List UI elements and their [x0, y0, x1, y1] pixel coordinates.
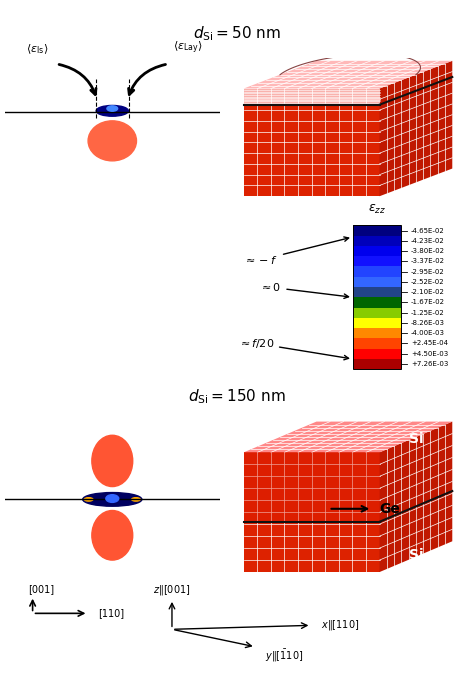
- Text: -4.23E-02: -4.23E-02: [411, 238, 445, 244]
- Text: $\approx f/20$: $\approx f/20$: [237, 337, 348, 360]
- Ellipse shape: [107, 106, 118, 112]
- Text: Si: Si: [409, 548, 423, 562]
- Text: $z \| [001]$: $z \| [001]$: [153, 583, 191, 598]
- Text: -2.95E-02: -2.95E-02: [411, 269, 445, 275]
- Polygon shape: [244, 452, 380, 572]
- Bar: [353, 226, 401, 369]
- Text: $d_{\rm Si} = 50\ \rm nm$: $d_{\rm Si} = 50\ \rm nm$: [193, 24, 281, 43]
- Text: $\langle\epsilon_{\rm Is}\rangle$: $\langle\epsilon_{\rm Is}\rangle$: [26, 43, 48, 56]
- Text: $y \| [\bar{1}10]$: $y \| [\bar{1}10]$: [265, 649, 303, 664]
- Polygon shape: [380, 61, 452, 197]
- Ellipse shape: [88, 121, 137, 161]
- Text: -3.80E-02: -3.80E-02: [411, 248, 445, 254]
- Text: Si: Si: [409, 432, 423, 445]
- Bar: [353, 359, 401, 369]
- Polygon shape: [244, 88, 380, 105]
- Polygon shape: [380, 422, 452, 572]
- Bar: [353, 236, 401, 246]
- Text: -1.25E-02: -1.25E-02: [411, 309, 445, 316]
- Bar: [353, 267, 401, 277]
- Bar: [353, 307, 401, 318]
- Text: -1.67E-02: -1.67E-02: [411, 299, 445, 305]
- Text: $\langle\epsilon_{\rm Lay}\rangle$: $\langle\epsilon_{\rm Lay}\rangle$: [173, 40, 202, 56]
- Bar: [353, 226, 401, 236]
- Text: $\epsilon_{zz}$: $\epsilon_{zz}$: [368, 203, 386, 216]
- Text: -3.37E-02: -3.37E-02: [411, 258, 445, 265]
- Bar: [353, 246, 401, 256]
- Bar: [353, 349, 401, 359]
- Text: $d_{\rm Si} = 150\ \rm nm$: $d_{\rm Si} = 150\ \rm nm$: [188, 388, 286, 406]
- Text: -4.65E-02: -4.65E-02: [411, 228, 445, 234]
- Bar: [353, 328, 401, 339]
- Text: -2.10E-02: -2.10E-02: [411, 289, 445, 295]
- Bar: [353, 277, 401, 287]
- Text: [001]: [001]: [28, 584, 54, 594]
- Ellipse shape: [96, 105, 128, 116]
- Bar: [353, 339, 401, 349]
- Bar: [353, 287, 401, 297]
- Text: +4.50E-03: +4.50E-03: [411, 351, 448, 357]
- Text: -4.00E-03: -4.00E-03: [411, 330, 445, 336]
- Text: [110]: [110]: [98, 609, 124, 618]
- Text: +7.26E-03: +7.26E-03: [411, 361, 448, 367]
- Text: $x \| [110]$: $x \| [110]$: [320, 618, 359, 632]
- Polygon shape: [244, 61, 452, 88]
- Polygon shape: [244, 422, 452, 452]
- Bar: [353, 297, 401, 307]
- Ellipse shape: [92, 435, 133, 487]
- Ellipse shape: [132, 498, 140, 501]
- Ellipse shape: [84, 498, 93, 501]
- Text: -8.26E-03: -8.26E-03: [411, 320, 445, 326]
- Text: $\approx -f$: $\approx -f$: [243, 237, 349, 266]
- Polygon shape: [244, 452, 380, 522]
- Bar: [353, 256, 401, 267]
- Ellipse shape: [92, 511, 133, 560]
- Polygon shape: [244, 88, 380, 197]
- Ellipse shape: [82, 492, 142, 506]
- Text: $\approx 0$: $\approx 0$: [259, 282, 348, 299]
- Text: Ge: Ge: [380, 502, 401, 516]
- Bar: [353, 318, 401, 328]
- Ellipse shape: [106, 494, 119, 503]
- Text: -2.52E-02: -2.52E-02: [411, 279, 445, 285]
- Text: +2.45E-04: +2.45E-04: [411, 341, 448, 346]
